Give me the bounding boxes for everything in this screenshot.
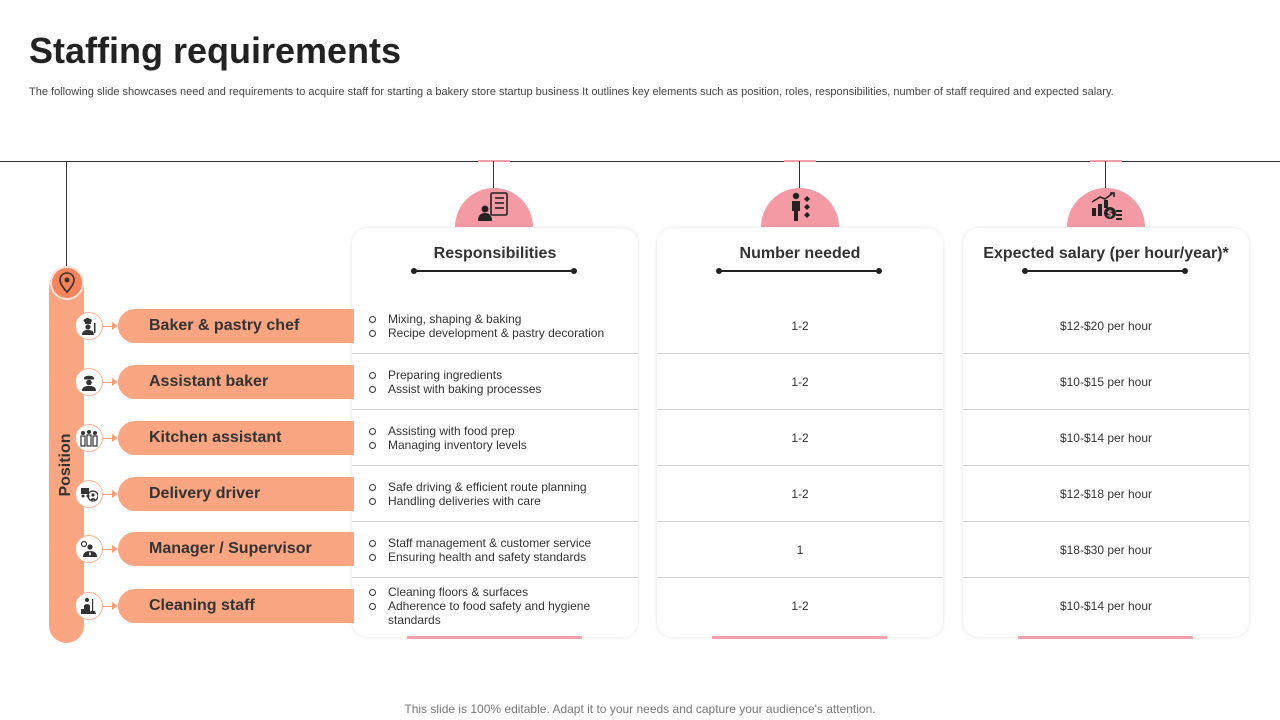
table-cell: $10-$15 per hour	[963, 354, 1249, 410]
table-cell: Staff management & customer service Ensur…	[352, 522, 638, 578]
list-item: Adherence to food safety and hygiene sta…	[369, 599, 609, 627]
header-underline	[1022, 268, 1188, 274]
table-cell: Preparing ingredients Assist with baking …	[352, 354, 638, 410]
position-label: Position	[57, 433, 74, 497]
table-cell: Assisting with food prep Managing invento…	[352, 410, 638, 466]
row-connector	[103, 494, 116, 495]
table-cell: 1-2	[791, 599, 809, 613]
salary-growth-icon: $	[1067, 188, 1145, 227]
table-cell: $10-$14 per hour	[963, 410, 1249, 466]
location-pin-icon	[50, 266, 84, 300]
row-connector	[103, 382, 116, 383]
list-item: Safe driving & efficient route planning	[369, 480, 587, 494]
row-arrow	[112, 322, 118, 330]
table-cell: $12-$20 per hour	[963, 298, 1249, 354]
footer-note: This slide is 100% editable. Adapt it to…	[404, 702, 876, 716]
card-accent-bar	[407, 636, 582, 639]
table-cell: $10-$14 per hour	[1059, 599, 1153, 613]
row-arrow	[112, 602, 118, 610]
list-item: Managing inventory levels	[369, 438, 527, 452]
column-stem	[799, 161, 800, 189]
list-item: Assist with baking processes	[369, 382, 541, 396]
row-arrow	[112, 378, 118, 386]
row-connector	[103, 606, 116, 607]
list-item: Recipe development & pastry decoration	[369, 326, 604, 340]
responsibilities-header: Responsibilities	[433, 245, 557, 262]
position-baker-pastry-chef: Baker & pastry chef	[118, 309, 354, 343]
table-cell: Cleaning floors & surfaces Adherence to f…	[352, 578, 638, 634]
table-cell: 1-2	[657, 466, 943, 522]
svg-text:$: $	[1107, 210, 1113, 220]
row-connector	[103, 438, 116, 439]
position-connector-line	[66, 161, 67, 273]
position-delivery-driver: Delivery driver	[118, 477, 354, 511]
card-accent-bar	[1018, 636, 1193, 639]
row-arrow	[112, 545, 118, 553]
responsibilities-card: Responsibilities Mixing, shaping & bakin…	[352, 228, 638, 639]
team-icon	[75, 424, 103, 452]
cleaning-icon	[75, 592, 103, 620]
card-accent-bar	[712, 636, 887, 639]
salary-card: Expected salary (per hour/year)* $12-$20…	[963, 228, 1249, 639]
table-cell: 1-2	[657, 298, 943, 354]
page-subtitle: The following slide showcases need and r…	[29, 86, 1114, 98]
page-title: Staffing requirements	[29, 30, 402, 71]
table-cell: Safe driving & efficient route planning H…	[352, 466, 638, 522]
list-item: Preparing ingredients	[369, 368, 541, 382]
row-connector	[103, 549, 116, 550]
position-cleaning-staff: Cleaning staff	[118, 589, 354, 623]
delivery-icon	[75, 480, 103, 508]
table-cell: $12-$18 per hour	[963, 466, 1249, 522]
row-arrow	[112, 434, 118, 442]
person-count-icon	[761, 188, 839, 227]
checklist-icon	[455, 188, 533, 227]
column-tick	[784, 160, 816, 162]
row-arrow	[112, 490, 118, 498]
chef-icon	[75, 312, 103, 340]
position-assistant-baker: Assistant baker	[118, 365, 354, 399]
column-stem	[493, 161, 494, 189]
column-stem	[1105, 161, 1106, 189]
header-underline	[411, 268, 577, 274]
list-item: Cleaning floors & surfaces	[369, 585, 609, 599]
salary-header: Expected salary (per hour/year)*	[983, 245, 1229, 262]
column-tick	[478, 160, 510, 162]
row-connector	[103, 326, 116, 327]
table-cell: Mixing, shaping & baking Recipe developme…	[352, 298, 638, 354]
list-item: Staff management & customer service	[369, 536, 591, 550]
column-tick	[1090, 160, 1122, 162]
list-item: Assisting with food prep	[369, 424, 527, 438]
table-cell: 1-2	[657, 354, 943, 410]
table-cell: 1-2	[657, 410, 943, 466]
manager-icon	[75, 535, 103, 563]
list-item: Ensuring health and safety standards	[369, 550, 591, 564]
position-kitchen-assistant: Kitchen assistant	[118, 421, 354, 455]
number-needed-card: Number needed 1-2 1-2 1-2 1-2 1 1-2	[657, 228, 943, 639]
top-divider	[0, 161, 1280, 162]
baker-icon	[75, 368, 103, 396]
table-cell: 1	[657, 522, 943, 578]
table-cell: $18-$30 per hour	[963, 522, 1249, 578]
list-item: Mixing, shaping & baking	[369, 312, 604, 326]
position-manager-supervisor: Manager / Supervisor	[118, 532, 354, 566]
list-item: Handling deliveries with care	[369, 494, 587, 508]
number-needed-header: Number needed	[739, 245, 861, 262]
header-underline	[716, 268, 882, 274]
